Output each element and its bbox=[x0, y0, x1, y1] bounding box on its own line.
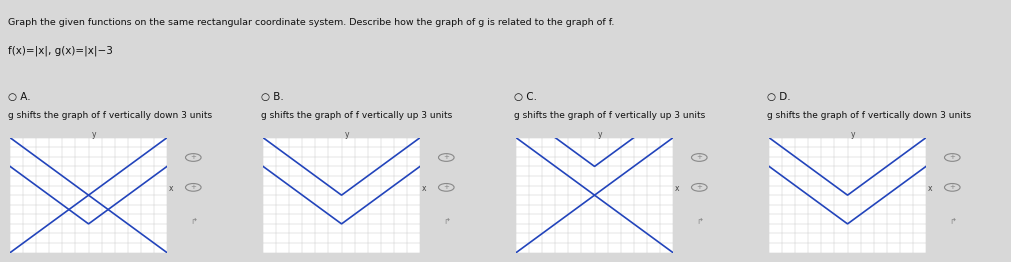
Text: x: x bbox=[169, 184, 173, 193]
Text: g shifts the graph of f vertically up 3 units: g shifts the graph of f vertically up 3 … bbox=[261, 111, 451, 120]
Text: y: y bbox=[345, 130, 349, 139]
Text: +: + bbox=[443, 155, 449, 161]
Text: +: + bbox=[190, 184, 196, 190]
Text: x: x bbox=[927, 184, 931, 193]
Text: Graph the given functions on the same rectangular coordinate system. Describe ho: Graph the given functions on the same re… bbox=[8, 18, 614, 27]
Text: y: y bbox=[598, 130, 602, 139]
Text: y: y bbox=[850, 130, 854, 139]
Text: g shifts the graph of f vertically up 3 units: g shifts the graph of f vertically up 3 … bbox=[513, 111, 704, 120]
Text: +: + bbox=[948, 184, 954, 190]
Text: ○ C.: ○ C. bbox=[513, 92, 536, 102]
Text: +: + bbox=[948, 155, 954, 161]
Text: x: x bbox=[422, 184, 426, 193]
Text: +: + bbox=[696, 184, 702, 190]
Text: ○ B.: ○ B. bbox=[261, 92, 283, 102]
Text: ↱: ↱ bbox=[443, 217, 449, 226]
Text: ↱: ↱ bbox=[948, 217, 954, 226]
Text: ↱: ↱ bbox=[696, 217, 702, 226]
Text: +: + bbox=[696, 155, 702, 161]
Text: ○ D.: ○ D. bbox=[766, 92, 790, 102]
Text: y: y bbox=[92, 130, 96, 139]
Text: g shifts the graph of f vertically down 3 units: g shifts the graph of f vertically down … bbox=[8, 111, 211, 120]
Text: f(x)=|x|, g(x)=|x|−3: f(x)=|x|, g(x)=|x|−3 bbox=[8, 46, 113, 56]
Text: +: + bbox=[443, 184, 449, 190]
Text: ↱: ↱ bbox=[190, 217, 196, 226]
Text: g shifts the graph of f vertically down 3 units: g shifts the graph of f vertically down … bbox=[766, 111, 970, 120]
Text: +: + bbox=[190, 155, 196, 161]
Text: ○ A.: ○ A. bbox=[8, 92, 30, 102]
Text: x: x bbox=[674, 184, 678, 193]
